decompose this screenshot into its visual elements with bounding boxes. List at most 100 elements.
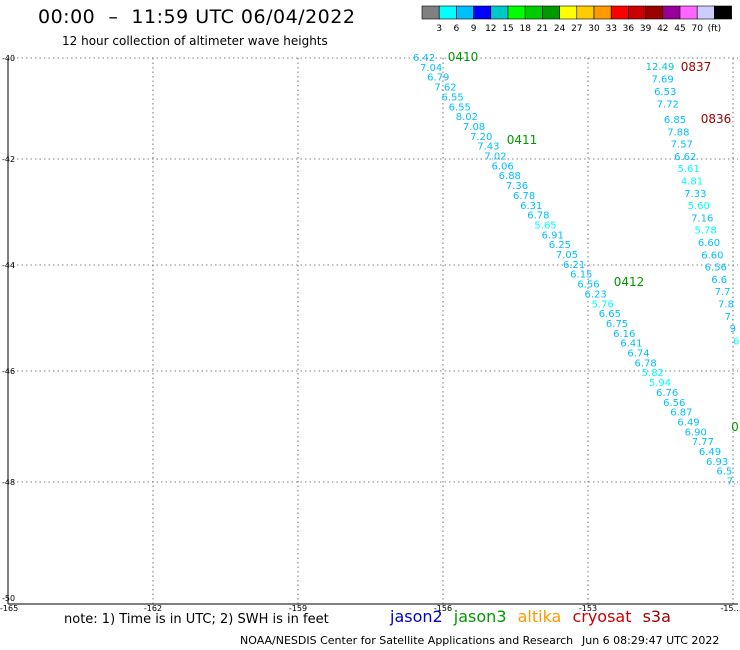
scale-label: 36 bbox=[623, 24, 635, 34]
swh-value: 6.23 bbox=[584, 289, 606, 300]
swh-value: 6.21 bbox=[563, 260, 585, 271]
swh-value: 6.42 bbox=[413, 53, 435, 64]
lat-label: -46 bbox=[2, 367, 15, 376]
pass-id-label: 0411 bbox=[507, 133, 538, 147]
mission-jason3: jason3 bbox=[453, 607, 507, 626]
swh-value: 6.56 bbox=[663, 398, 685, 409]
footer-credit: NOAA/NESDIS Center for Satellite Applica… bbox=[240, 634, 574, 647]
swh-value: 8.02 bbox=[456, 112, 478, 123]
swh-value: 6.75 bbox=[606, 319, 628, 330]
scale-label: 18 bbox=[519, 24, 531, 34]
swh-value: 6.55 bbox=[441, 92, 463, 103]
swh-value: 7.77 bbox=[692, 437, 714, 448]
lon-label: -153 bbox=[579, 604, 597, 613]
swh-value: 6.62 bbox=[674, 152, 696, 163]
mission-s3a: s3a bbox=[642, 607, 671, 626]
swh-value: 6.41 bbox=[620, 339, 642, 350]
scale-label: 15 bbox=[502, 24, 513, 34]
swh-value: 6.31 bbox=[520, 201, 542, 212]
page-title: 00:00 – 11:59 UTC 06/04/2022 bbox=[38, 6, 356, 28]
lon-label: -159 bbox=[289, 604, 307, 613]
scale-label: 42 bbox=[657, 24, 668, 34]
swh-value: 6.90 bbox=[685, 427, 707, 438]
scale-label: 30 bbox=[588, 24, 600, 34]
swh-value: 6.93 bbox=[706, 457, 728, 468]
lon-label: -156 bbox=[434, 604, 452, 613]
scale-label: 3 bbox=[436, 24, 442, 34]
lon-label: -15… bbox=[720, 604, 740, 613]
lon-label: -165 bbox=[0, 604, 18, 613]
mission-legend: jason2 jason3 altika cryosat s3a bbox=[390, 607, 677, 626]
swh-value: 6.53 bbox=[654, 87, 676, 98]
scale-label: 33 bbox=[605, 24, 616, 34]
scale-label: 24 bbox=[554, 24, 566, 34]
scale-label: 70 bbox=[691, 24, 703, 34]
swh-value: 6.49 bbox=[699, 447, 721, 458]
swh-value: 5.60 bbox=[688, 201, 710, 212]
swh-value: 7.43 bbox=[477, 142, 499, 153]
pass-id-label: 0836 bbox=[701, 112, 732, 126]
pass-id-label: 0412 bbox=[614, 275, 645, 289]
scale-label: 6 bbox=[454, 24, 460, 34]
scale-label: (ft) bbox=[708, 24, 722, 34]
swh-value: 6.56 bbox=[577, 280, 599, 291]
swh-value: 7.16 bbox=[691, 213, 713, 224]
swh-value: 5.76 bbox=[592, 299, 614, 310]
swh-value: 7.8 bbox=[718, 300, 734, 311]
swh-value: 7.02 bbox=[484, 152, 506, 163]
swh-value: 6.49 bbox=[677, 417, 699, 428]
swh-value: 6.74 bbox=[627, 349, 649, 360]
swh-value: 7.7 bbox=[715, 287, 731, 298]
lat-label: -48 bbox=[2, 478, 15, 487]
swh-value: 7.88 bbox=[667, 127, 689, 138]
scale-label: 39 bbox=[640, 24, 652, 34]
swh-value: 6.78 bbox=[527, 211, 549, 222]
swh-value: 6.60 bbox=[698, 238, 720, 249]
swh-value: 4.81 bbox=[681, 177, 703, 188]
swh-value: 6.60 bbox=[701, 250, 723, 261]
swh-value: 7.05 bbox=[556, 250, 578, 261]
swh-value: 5.61 bbox=[677, 164, 699, 175]
color-scale-legend: 3 6 9 12 15 18 21 24 27 30 33 36 39 42 45 70 (ft) bbox=[421, 5, 732, 34]
swh-value: 12.49 bbox=[646, 62, 675, 73]
swh-value: 6.78 bbox=[635, 358, 657, 369]
swh-value: 6.06 bbox=[492, 161, 514, 172]
swh-value: 7.04 bbox=[420, 63, 442, 74]
lat-label: -50 bbox=[2, 594, 15, 603]
swh-value: 6 bbox=[733, 336, 739, 347]
lat-label: -40 bbox=[2, 54, 15, 63]
lat-label: -44 bbox=[2, 261, 15, 270]
swh-value: 6.65 bbox=[599, 309, 621, 320]
scale-swatch bbox=[714, 5, 732, 20]
pass-id-label: 0 bbox=[731, 420, 739, 434]
swh-value: 6.56 bbox=[705, 263, 727, 274]
swh-value: 6.87 bbox=[670, 408, 692, 419]
page-subtitle: 12 hour collection of altimeter wave hei… bbox=[62, 34, 328, 48]
pass-id-label: 0410 bbox=[448, 50, 479, 64]
mission-altika: altika bbox=[517, 607, 562, 626]
swh-value: 6.76 bbox=[656, 388, 678, 399]
mission-cryosat: cryosat bbox=[572, 607, 632, 626]
swh-value: 5.94 bbox=[649, 378, 671, 389]
swh-value: 7.57 bbox=[671, 140, 693, 151]
lon-label: -162 bbox=[144, 604, 162, 613]
swh-value: 7.08 bbox=[463, 122, 485, 133]
scale-label: 45 bbox=[674, 24, 685, 34]
swh-value: 5.78 bbox=[694, 226, 716, 237]
swh-value: 6.55 bbox=[449, 102, 471, 113]
swh-value: 7.72 bbox=[657, 100, 679, 111]
swh-value: 6.78 bbox=[513, 191, 535, 202]
scale-label: 12 bbox=[485, 24, 496, 34]
swh-value: 6.5 bbox=[716, 467, 732, 478]
pass-id-label: 0837 bbox=[681, 60, 712, 74]
swh-value: 9 bbox=[730, 324, 736, 335]
swh-value: 7.69 bbox=[651, 75, 673, 86]
scale-label: 27 bbox=[571, 24, 582, 34]
footer-note: note: 1) Time is in UTC; 2) SWH is in fe… bbox=[64, 612, 329, 627]
swh-value: 5.65 bbox=[534, 220, 556, 231]
scale-label: 9 bbox=[471, 24, 477, 34]
swh-value: 7. bbox=[725, 312, 735, 323]
swh-value: 7.20 bbox=[470, 132, 492, 143]
swh-value: 7. bbox=[727, 477, 737, 488]
